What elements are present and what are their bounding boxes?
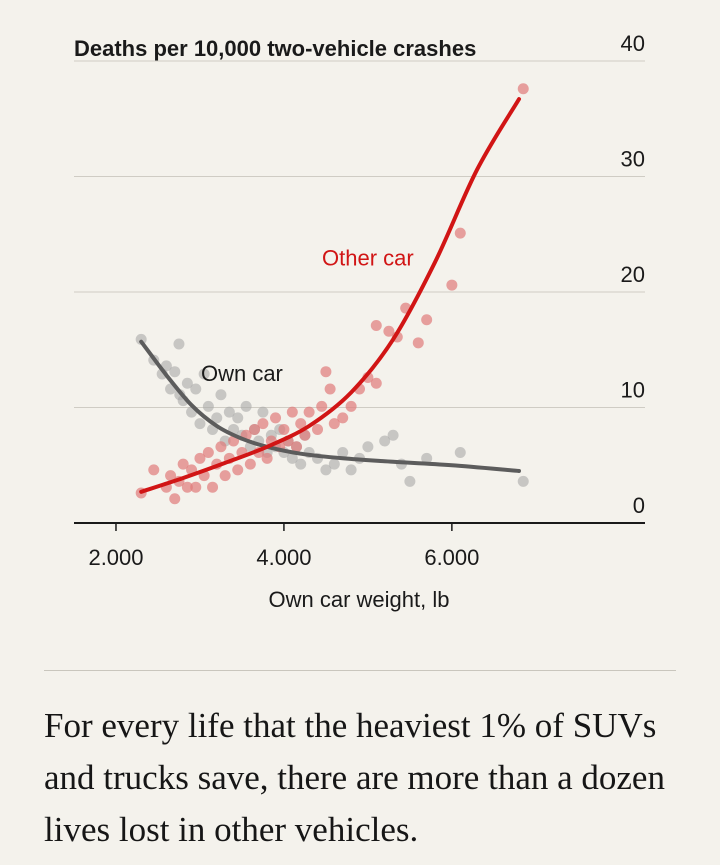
other-car-point <box>446 279 458 291</box>
other-car-point <box>169 493 181 505</box>
other-car-point <box>320 366 332 378</box>
other-car-point <box>295 418 307 430</box>
own-car-point <box>517 475 529 487</box>
other-car-point <box>383 325 395 337</box>
other-car-point <box>244 458 256 470</box>
x-tick-label: 6.000 <box>424 545 479 570</box>
other-car-point <box>261 452 273 464</box>
own-car-point <box>240 400 252 412</box>
other-car-point <box>370 319 382 331</box>
own-car-point <box>320 464 332 476</box>
y-tick-label: 30 <box>621 147 645 172</box>
other-car-point <box>345 400 357 412</box>
other-car-point <box>299 429 311 441</box>
own-car-point <box>169 366 181 378</box>
other-car-point <box>517 83 529 95</box>
other-car-point <box>194 452 206 464</box>
other-car-point <box>454 227 466 239</box>
other-car-point <box>278 423 290 435</box>
chart: Deaths per 10,000 two-vehicle crashes 0 1… <box>74 31 645 612</box>
other-car-point <box>370 377 382 389</box>
y-tick-label: 40 <box>621 31 645 56</box>
other-car-point <box>165 470 177 482</box>
caption: For every life that the heaviest 1% of S… <box>44 706 665 849</box>
own-car-point <box>362 441 374 453</box>
y-axis-label: Deaths per 10,000 two-vehicle crashes <box>74 36 476 61</box>
other-car-point <box>232 464 244 476</box>
own-car-point <box>454 447 466 459</box>
other-car-point <box>202 447 214 459</box>
own-car-point <box>337 447 349 459</box>
x-tick-label: 4.000 <box>256 545 311 570</box>
other-car-point <box>316 400 328 412</box>
own-car-point <box>173 338 185 350</box>
other-car-point <box>177 458 189 470</box>
other-car-point <box>286 406 298 418</box>
divider <box>44 670 676 671</box>
other-car-points <box>135 83 529 505</box>
y-tick-label: 20 <box>621 262 645 287</box>
own-car-point <box>211 412 223 424</box>
other-car-point <box>219 470 231 482</box>
own-car-point <box>198 368 210 380</box>
own-car-point <box>223 406 235 418</box>
series-labels: Own car Other car <box>201 245 414 386</box>
other-car-point <box>215 441 227 453</box>
own-car-point <box>194 418 206 430</box>
own-car-point <box>257 406 269 418</box>
other-car-point <box>421 314 433 326</box>
other-car-point <box>312 423 324 435</box>
other-car-point <box>207 481 219 493</box>
own-car-point <box>345 464 357 476</box>
own-car-label: Own car <box>201 361 283 386</box>
own-car-point <box>379 435 391 447</box>
gridlines <box>74 60 645 408</box>
other-car-point <box>190 481 202 493</box>
other-car-point <box>337 412 349 424</box>
x-tick-label: 2.000 <box>88 545 143 570</box>
other-car-point <box>270 412 282 424</box>
own-car-point <box>232 412 244 424</box>
other-car-point <box>249 423 261 435</box>
own-car-point <box>421 452 433 464</box>
other-car-point <box>181 481 193 493</box>
own-car-point <box>404 475 416 487</box>
own-car-point <box>295 458 307 470</box>
own-car-point <box>202 400 214 412</box>
x-axis-label: Own car weight, lb <box>269 587 450 612</box>
other-car-point <box>412 337 424 349</box>
other-car-label: Other car <box>322 245 414 270</box>
other-car-point <box>291 441 303 453</box>
own-car-point <box>181 377 193 389</box>
axes: 0 10 20 30 40 2.000 4.000 6.000 <box>74 31 645 570</box>
y-tick-label: 10 <box>621 378 645 403</box>
own-car-point <box>328 458 340 470</box>
other-car-trend-line <box>139 97 521 494</box>
other-car-point <box>324 383 336 395</box>
other-car-point <box>328 418 340 430</box>
own-car-point <box>215 389 227 401</box>
trend-lines <box>139 97 521 494</box>
own-car-point <box>286 452 298 464</box>
own-car-point <box>387 429 399 441</box>
other-car-point <box>148 464 160 476</box>
own-car-point <box>190 383 202 395</box>
other-car-point <box>303 406 315 418</box>
y-tick-label: 0 <box>633 493 645 518</box>
other-car-point <box>257 418 269 430</box>
